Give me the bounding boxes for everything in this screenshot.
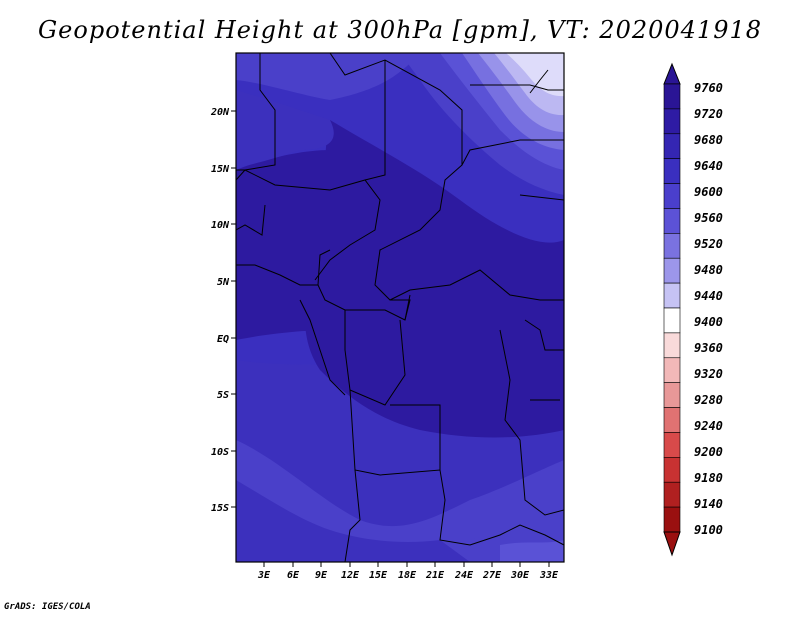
legend-label-1: 9720	[694, 107, 723, 121]
contour-9720-center	[305, 120, 564, 438]
lat-label-5n: 5N	[217, 277, 230, 288]
legend-label-3: 9640	[694, 159, 723, 173]
legend-swatch	[663, 158, 681, 184]
legend-swatch	[663, 282, 681, 309]
legend-swatch	[663, 457, 681, 483]
legend-label-14: 9200	[694, 445, 723, 459]
lon-label-9e: 9E	[315, 570, 328, 581]
lat-label-15s: 15S	[211, 503, 229, 514]
legend-swatch	[663, 133, 681, 159]
lon-label-24e: 24E	[454, 570, 474, 581]
legend-cap-top	[663, 62, 681, 85]
legend-label-5: 9560	[694, 211, 723, 225]
legend-cap-bottom	[663, 531, 681, 557]
legend-swatch	[663, 208, 681, 234]
contour-9640-nw	[236, 53, 420, 100]
legend-swatch	[663, 357, 681, 383]
lon-label-27e: 27E	[482, 570, 502, 581]
lat-label-10n: 10N	[211, 220, 230, 231]
legend-label-10: 9360	[694, 341, 723, 355]
lon-label-3e: 3E	[257, 570, 271, 581]
legend-swatch	[663, 83, 681, 110]
legend-label-15: 9180	[694, 471, 723, 485]
contour-9680-sw2	[236, 480, 470, 562]
legend-label-6: 9520	[694, 237, 723, 251]
legend-label-11: 9320	[694, 367, 723, 381]
lon-label-30e: 30E	[510, 570, 530, 581]
country-borders	[236, 53, 564, 562]
legend-swatch	[663, 382, 681, 408]
grads-credit: GrADS: IGES/COLA	[4, 602, 91, 612]
legend-boxes	[663, 83, 681, 533]
legend-label-8: 9440	[694, 289, 723, 303]
legend-swatch	[663, 481, 681, 508]
lat-label-5s: 5S	[217, 390, 229, 401]
lon-label-6e: 6E	[287, 570, 300, 581]
contour-9680-west	[236, 90, 334, 168]
legend-swatch	[663, 506, 681, 533]
legend-swatch	[663, 432, 681, 458]
lon-label-18e: 18E	[398, 570, 417, 581]
plot-title: Geopotential Height at 300hPa [gpm], VT:…	[38, 16, 762, 44]
lon-label-12e: 12E	[341, 570, 360, 581]
lon-label-33e: 33E	[539, 570, 559, 581]
lat-axis: 20N 15N 10N 5N EQ 5S 10S 15S	[210, 107, 236, 514]
contour-9720-band	[236, 150, 330, 340]
map-frame	[235, 52, 565, 563]
legend-label-12: 9280	[694, 393, 723, 407]
lat-label-10s: 10S	[211, 447, 229, 458]
legend-label-13: 9240	[694, 419, 723, 433]
legend-swatch	[663, 108, 681, 135]
lon-label-21e: 21E	[425, 570, 445, 581]
lon-label-15e: 15E	[369, 570, 388, 581]
contour-9440-ne	[478, 53, 564, 97]
legend-label-7: 9480	[694, 263, 723, 277]
legend-label-17: 9100	[694, 523, 723, 537]
lat-label-20n: 20N	[210, 107, 230, 118]
legend-swatch	[663, 233, 681, 259]
lon-axis: 3E 6E 9E 12E 15E 18E 21E 24E 27E 30E 33E	[257, 562, 559, 581]
legend-swatch	[663, 183, 681, 209]
contour-9600-se	[500, 540, 564, 562]
legend-swatch	[663, 257, 681, 284]
color-legend: 9760 9720 9680 9640 9600 9560 9520 9480 …	[663, 62, 723, 557]
legend-swatch	[663, 332, 681, 359]
legend-label-2: 9680	[694, 133, 723, 147]
legend-label-0: 9760	[694, 81, 723, 95]
legend-swatch	[663, 307, 681, 334]
legend-label-16: 9140	[694, 497, 723, 511]
height-field	[236, 53, 564, 562]
legend-label-4: 9600	[694, 185, 723, 199]
lat-label-eq: EQ	[217, 334, 229, 345]
legend-swatch	[663, 407, 681, 433]
legend-label-9: 9400	[694, 315, 723, 329]
lat-label-15n: 15N	[211, 164, 230, 175]
